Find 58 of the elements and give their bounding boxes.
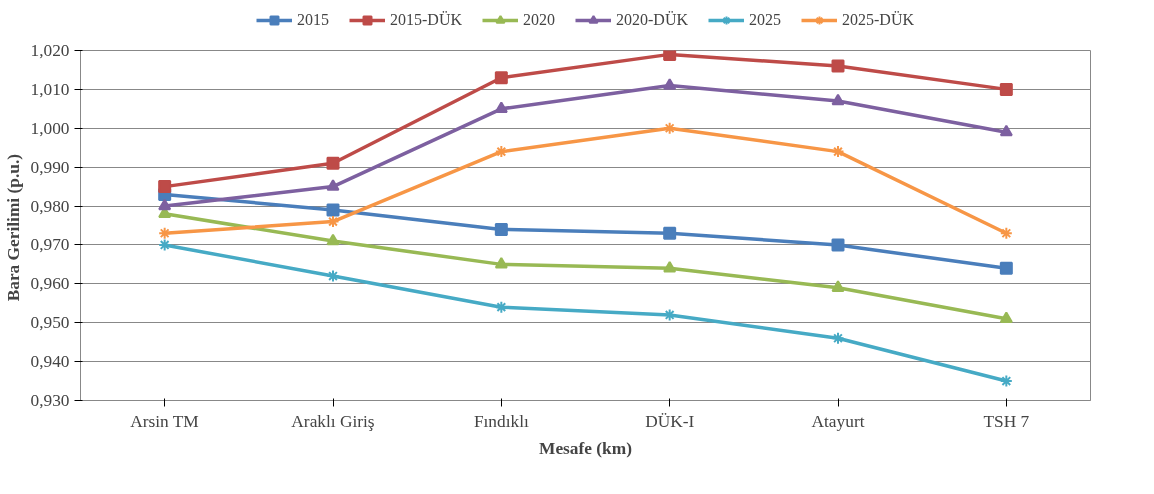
point [326, 179, 340, 191]
point [999, 226, 1013, 240]
point [999, 124, 1013, 137]
point [158, 238, 172, 252]
legend-label: 2015-DÜK [390, 11, 462, 29]
point [663, 121, 677, 135]
point [494, 300, 508, 314]
point [494, 257, 508, 269]
point [831, 59, 845, 73]
y-tick-label: 0,990 [30, 157, 70, 177]
y-tick-label: 0,980 [30, 196, 70, 216]
point [999, 261, 1013, 275]
y-tick-label: 1,010 [30, 79, 70, 99]
x-tick-label: Arsin TM [130, 411, 199, 431]
point [663, 226, 677, 240]
x-tick-label: TSH 7 [983, 411, 1030, 431]
x-tick-label: DÜK-I [645, 411, 695, 431]
point [831, 280, 845, 292]
x-tick-label: Araklı Giriş [291, 411, 375, 431]
legend-label: 2015 [297, 11, 329, 29]
x-tick-label: Atayurt [811, 411, 865, 431]
point [158, 198, 172, 211]
point [326, 203, 340, 217]
point [831, 331, 845, 345]
x-tick-label: Fındıklı [473, 411, 529, 431]
point [494, 101, 508, 114]
point [326, 156, 340, 170]
point [158, 226, 172, 240]
legend-label: 2020-DÜK [616, 11, 688, 29]
point [831, 93, 845, 106]
y-tick-label: 0,970 [30, 235, 70, 255]
point [999, 311, 1013, 324]
y-tick-label: 1,020 [30, 41, 70, 60]
y-tick-label: 0,930 [30, 391, 70, 410]
point [831, 145, 845, 159]
point [663, 308, 677, 322]
x-axis-title: Mesafe (km) [539, 438, 633, 458]
point [326, 233, 340, 246]
point [158, 180, 172, 194]
point [831, 238, 845, 252]
legend-label: 2025-DÜK [842, 11, 914, 29]
point [494, 71, 508, 85]
y-tick-label: 1,000 [30, 118, 70, 138]
y-tick-label: 0,940 [30, 352, 70, 372]
point [999, 374, 1013, 388]
point [663, 50, 677, 61]
legend-label: 2025 [749, 11, 781, 29]
point [326, 269, 340, 283]
point [999, 82, 1013, 96]
point [494, 222, 508, 236]
point [663, 78, 677, 90]
y-axis-title: Bara Gerilimi (p.u.) [3, 153, 23, 302]
point [494, 145, 508, 159]
y-tick-label: 0,960 [30, 274, 70, 294]
y-tick-label: 0,950 [30, 313, 70, 333]
point [326, 215, 340, 229]
legend-label: 2020 [523, 11, 555, 29]
point [663, 260, 677, 273]
